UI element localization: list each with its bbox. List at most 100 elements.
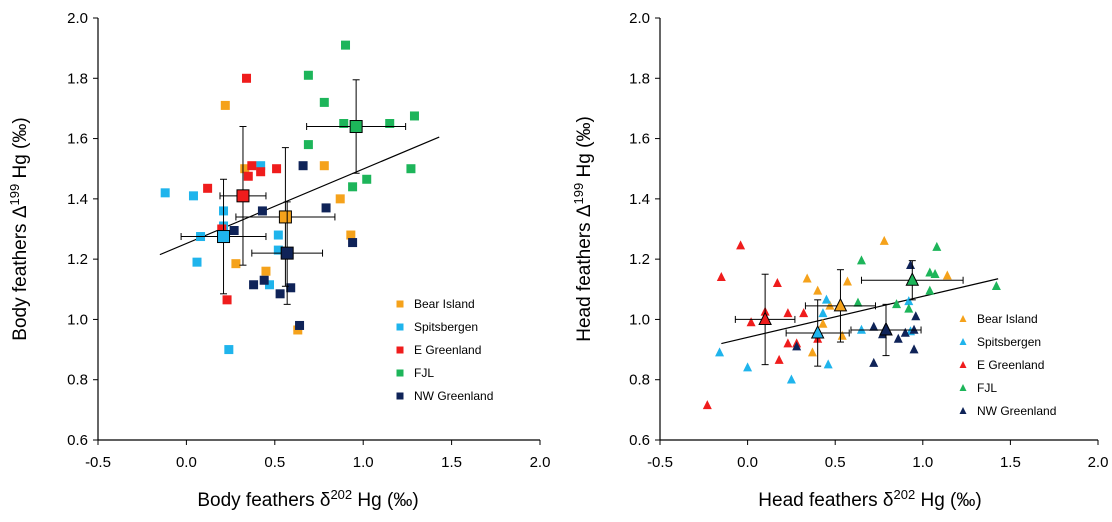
y-tick-label: 1.2: [67, 251, 88, 268]
data-point: [869, 357, 879, 367]
data-point: [825, 300, 835, 310]
data-point: [335, 194, 345, 204]
legend-marker: [396, 392, 404, 400]
data-point: [293, 325, 303, 335]
legend-marker: [396, 300, 404, 308]
data-point: [991, 281, 1001, 291]
data-point: [272, 164, 282, 174]
legend-label: Spitsbergen: [414, 320, 478, 334]
data-point: [786, 374, 796, 384]
body-feathers-panel: -0.5 0.0 0.5 1.0 1.5 2.0 0.6 0.8 1.0 1.2 1.4 1.6 1.8…: [7, 10, 551, 511]
data-point: [930, 268, 940, 278]
data-point: [231, 259, 241, 269]
data-point: [261, 266, 271, 276]
legend-label: NW Greenland: [977, 404, 1056, 418]
data-point: [275, 289, 285, 299]
data-point: [900, 327, 910, 337]
data-point: [925, 285, 935, 295]
data-point: [339, 119, 349, 128]
data-point: [904, 296, 914, 306]
data-point: [406, 164, 416, 174]
data-point: [823, 359, 833, 369]
y-tick-label: 2.0: [629, 10, 650, 27]
data-point: [321, 203, 331, 213]
mean-point: [758, 311, 772, 325]
mean-error-bars: [235, 147, 336, 287]
legend-marker: [959, 406, 967, 414]
legend-marker: [396, 369, 404, 377]
data-point: [286, 283, 296, 293]
mean-point: [236, 189, 250, 203]
data-point: [774, 354, 784, 364]
data-point: [257, 206, 267, 216]
legend-label: Bear Island: [977, 312, 1038, 326]
data-point: [909, 324, 919, 334]
y-tick-label: 1.0: [67, 311, 88, 328]
x-tick-label: 2.0: [1088, 454, 1109, 471]
legend: Bear Island Spitsbergen E Greenland FJL NW G…: [396, 297, 493, 403]
x-tick-label: 1.5: [1000, 454, 1021, 471]
legend-label: FJL: [414, 366, 434, 380]
y-tick-label: 1.4: [67, 191, 88, 208]
mean-error-bars: [785, 299, 850, 367]
mean-error-bars: [860, 260, 964, 301]
data-point: [240, 164, 250, 174]
legend-label: NW Greenland: [414, 389, 493, 403]
series-bear-island: [802, 235, 952, 357]
x-tick-label: 0.0: [176, 454, 197, 471]
data-point: [906, 259, 916, 269]
data-point: [856, 255, 866, 265]
data-point: [256, 167, 266, 177]
data-point: [242, 73, 252, 83]
data-point: [702, 400, 712, 410]
series-spitsbergen: [715, 294, 916, 384]
data-point: [892, 299, 902, 309]
y-tick-label: 0.6: [629, 432, 650, 449]
data-point: [256, 161, 266, 171]
data-point: [247, 161, 257, 171]
mean-error-bars: [734, 273, 796, 366]
y-axis-label: Head feathers Δ199 Hg (‰): [571, 116, 596, 342]
mean-point: [810, 324, 825, 339]
mean-point: [905, 272, 920, 286]
data-point: [879, 235, 889, 245]
data-point: [783, 338, 793, 348]
data-point: [904, 303, 914, 313]
data-point: [807, 347, 817, 357]
data-point: [869, 321, 879, 331]
data-point: [295, 320, 305, 330]
legend-marker: [959, 360, 967, 368]
mean-error-bars: [804, 269, 876, 343]
data-point: [192, 257, 202, 267]
mean-error-bars: [219, 126, 267, 266]
mean-point: [879, 321, 893, 336]
series-e-greenland: [203, 73, 282, 305]
data-point: [203, 183, 213, 193]
y-tick-label: 0.8: [629, 372, 650, 389]
mean-error-bars: [850, 303, 922, 357]
data-point: [837, 330, 847, 340]
x-axis-label: Head feathers δ202 Hg (‰): [758, 487, 981, 512]
y-tick-label: 1.8: [629, 70, 650, 87]
data-point: [222, 295, 232, 305]
data-point: [792, 341, 802, 351]
data-point: [746, 317, 756, 327]
mean-point: [349, 120, 363, 134]
data-point: [298, 161, 308, 171]
data-point: [743, 362, 753, 372]
mean-point: [280, 246, 294, 260]
data-point: [273, 245, 283, 255]
data-point: [229, 226, 239, 236]
x-tick-label: 0.5: [264, 454, 285, 471]
x-tick-label: 1.5: [441, 454, 462, 471]
y-tick-label: 1.6: [67, 131, 88, 148]
trendline: [721, 278, 999, 345]
data-point: [264, 280, 274, 290]
data-point: [303, 70, 313, 80]
data-point: [856, 324, 866, 334]
data-point: [942, 270, 952, 280]
data-point: [243, 171, 253, 181]
y-tick-label: 1.4: [629, 191, 650, 208]
data-point: [772, 278, 782, 288]
